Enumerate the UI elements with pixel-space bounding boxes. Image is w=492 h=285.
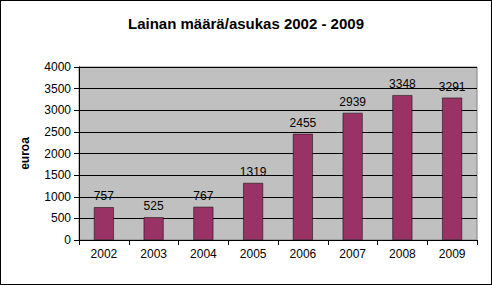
svg-text:2009: 2009	[439, 247, 466, 261]
svg-text:2008: 2008	[389, 247, 416, 261]
svg-text:757: 757	[94, 189, 114, 203]
svg-text:2007: 2007	[339, 247, 366, 261]
svg-text:2003: 2003	[140, 247, 167, 261]
svg-text:2006: 2006	[290, 247, 317, 261]
svg-text:3500: 3500	[44, 82, 71, 96]
svg-text:2000: 2000	[44, 147, 71, 161]
svg-text:500: 500	[51, 211, 71, 225]
svg-text:2455: 2455	[290, 116, 317, 130]
svg-text:Lainan määrä/asukas 2002 - 200: Lainan määrä/asukas 2002 - 2009	[128, 15, 364, 32]
svg-text:2005: 2005	[240, 247, 267, 261]
svg-text:euroa: euroa	[18, 137, 32, 170]
svg-text:3000: 3000	[44, 103, 71, 117]
svg-text:525: 525	[144, 199, 164, 213]
svg-text:0: 0	[64, 233, 71, 247]
svg-text:3348: 3348	[389, 77, 416, 91]
svg-text:1319: 1319	[240, 165, 267, 179]
svg-text:3291: 3291	[439, 80, 466, 94]
svg-text:1500: 1500	[44, 168, 71, 182]
svg-text:2939: 2939	[339, 95, 366, 109]
svg-text:2002: 2002	[91, 247, 118, 261]
svg-text:2004: 2004	[190, 247, 217, 261]
svg-text:2500: 2500	[44, 125, 71, 139]
svg-text:767: 767	[193, 189, 213, 203]
svg-text:1000: 1000	[44, 190, 71, 204]
svg-text:4000: 4000	[44, 60, 71, 74]
